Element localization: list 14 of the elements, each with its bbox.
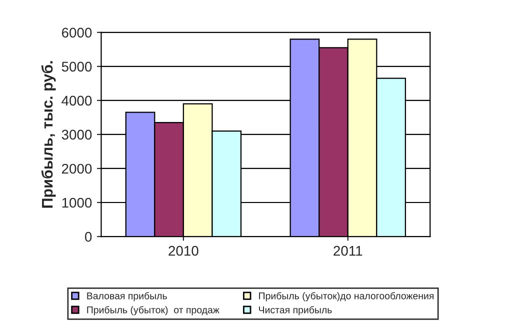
legend-label: Валовая прибыль bbox=[87, 292, 167, 302]
y-tick-label: 6000 bbox=[62, 28, 92, 38]
legend-label: Чистая прибыль bbox=[259, 306, 332, 316]
y-tick-label: 5000 bbox=[62, 62, 92, 72]
legend-label: Прибыль (убыток)до налогообложения bbox=[259, 292, 434, 302]
x-tick-label: 2010 bbox=[168, 246, 198, 256]
legend-label: Прибыль (убыток) от продаж bbox=[87, 306, 220, 316]
y-axis-title: Прибыль, тыс. руб. bbox=[41, 61, 56, 208]
y-tick-label: 4000 bbox=[62, 96, 92, 106]
x-tick-label: 2011 bbox=[334, 246, 362, 256]
y-tick-label: 0 bbox=[84, 232, 92, 242]
y-tick-label: 2000 bbox=[62, 164, 92, 174]
y-tick-label: 1000 bbox=[62, 198, 92, 208]
y-tick-label: 3000 bbox=[62, 130, 92, 140]
